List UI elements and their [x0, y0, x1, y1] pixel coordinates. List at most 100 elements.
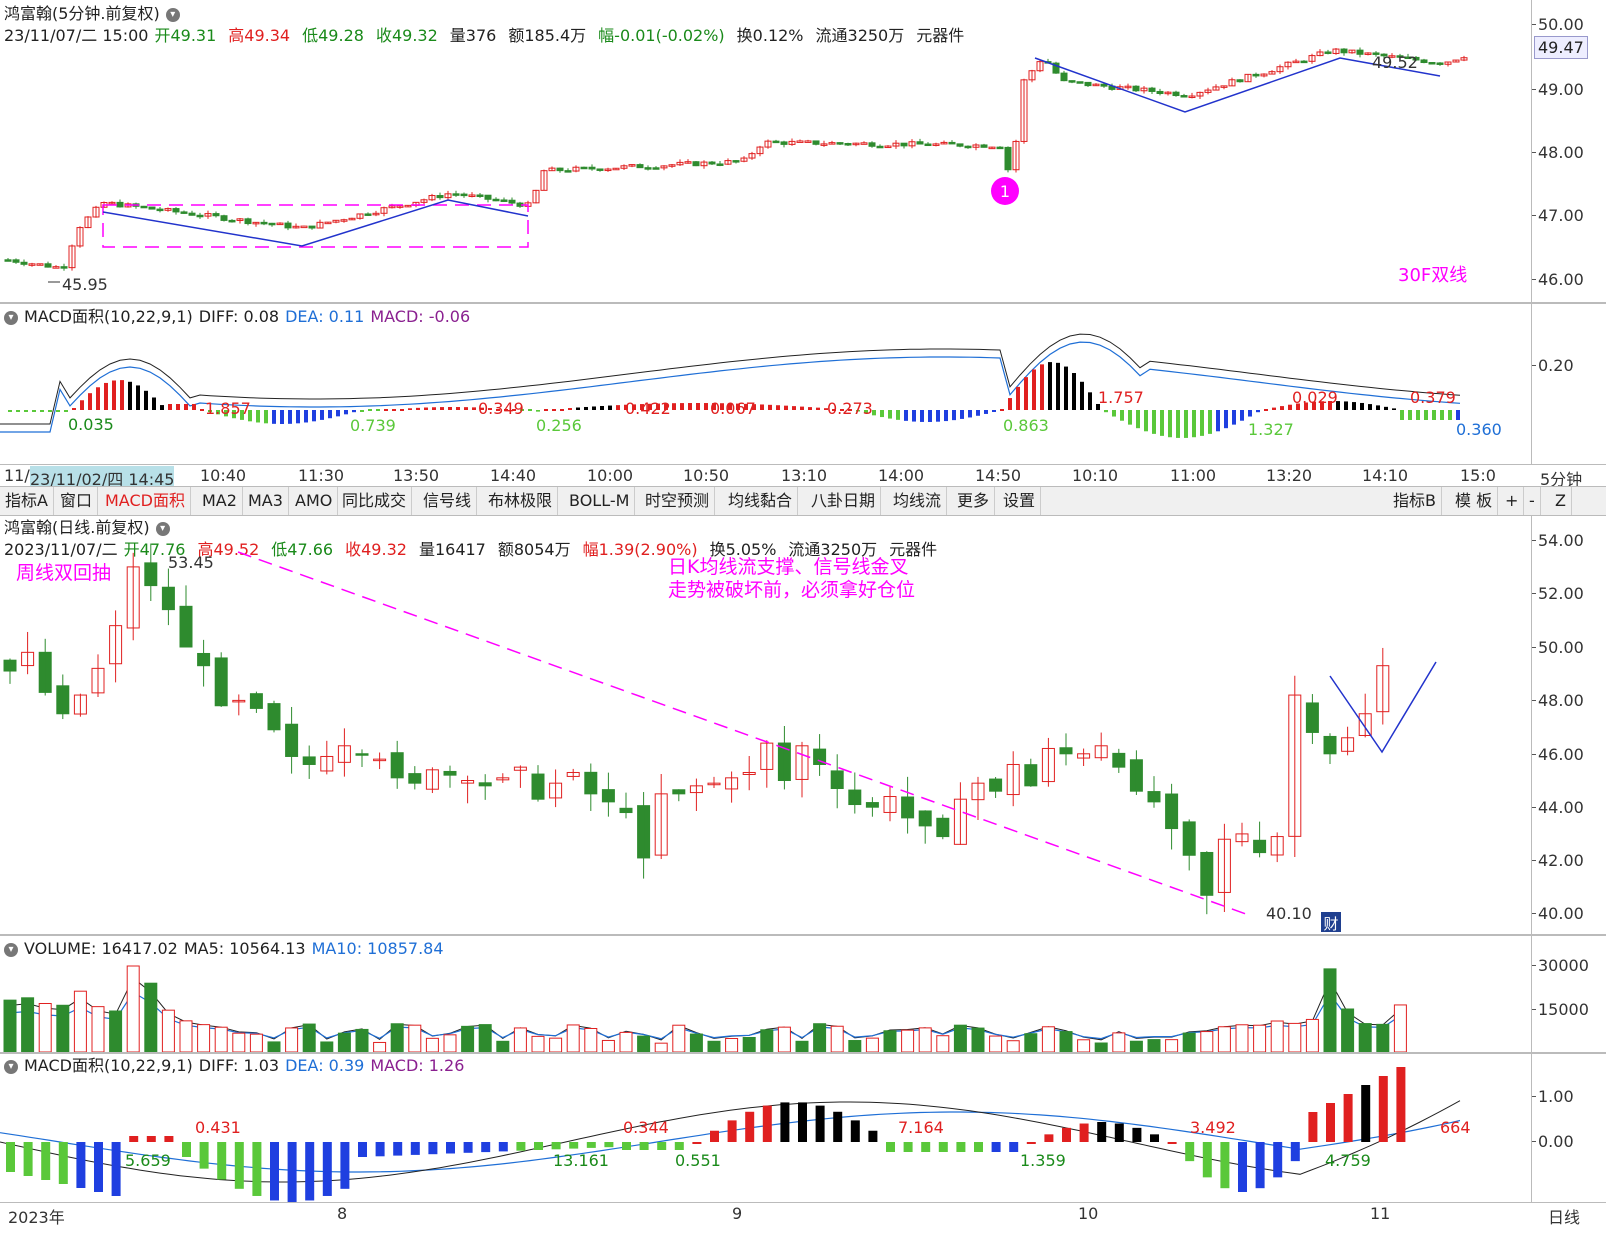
macd-bar	[856, 410, 860, 412]
macd-bar	[464, 407, 468, 410]
daily-chart-pane[interactable]: 鸿富翰(日线.前复权) ▾ 2023/11/07/二 开47.76 高49.52 低47…	[0, 516, 1530, 934]
open-label: 开	[123, 540, 140, 559]
volume-bar	[549, 1037, 563, 1052]
volume-bar	[1077, 1039, 1091, 1052]
macd-bar	[768, 404, 772, 410]
zoom-in-button[interactable]: +	[1500, 487, 1525, 515]
volume-bar	[1305, 1018, 1319, 1052]
zoom-reset-button[interactable]: Z	[1550, 487, 1572, 515]
amt-value: 185.4万	[524, 26, 587, 45]
macd-bar	[534, 1142, 543, 1150]
macd-bar	[736, 403, 740, 410]
volume-pane[interactable]: ▾ VOLUME: 16417.02 MA5: 10564.13 MA10: 1085…	[0, 936, 1530, 1052]
macd-bar	[1408, 410, 1412, 420]
marker-1	[991, 177, 1019, 205]
macd-bar	[1208, 410, 1212, 434]
volume-bar	[390, 1023, 404, 1052]
tab-ma3[interactable]: MA3	[243, 487, 289, 515]
tab-macd-area[interactable]: MACD面积	[100, 487, 191, 515]
note-line-2: 走势被破坏前，必须拿好仓位	[668, 579, 916, 601]
price-tick: 50.00	[1532, 638, 1584, 657]
period-label[interactable]: 日线	[1548, 1208, 1581, 1227]
tab-settings[interactable]: 设置	[998, 487, 1042, 515]
macd-bar	[272, 410, 276, 424]
volume-bar	[126, 965, 140, 1052]
tab-indicator-a[interactable]: 指标A	[0, 487, 54, 515]
volume-bar	[848, 1040, 862, 1052]
dropdown-icon[interactable]: ▾	[155, 521, 170, 536]
macd-bar	[1128, 410, 1132, 425]
tab-yoy-volume[interactable]: 同比成交	[337, 487, 413, 515]
macd-area-label: 0.256	[536, 416, 582, 435]
dropdown-icon[interactable]: ▾	[4, 310, 18, 325]
tab-signal-line[interactable]: 信号线	[418, 487, 478, 515]
volume-bar	[478, 1024, 492, 1052]
macd-bar	[16, 410, 20, 412]
macd-bar	[1272, 407, 1276, 410]
note-weekly: 周线双回抽	[16, 562, 112, 584]
amt-label: 额	[508, 26, 525, 45]
tab-template[interactable]: 模 板	[1450, 487, 1499, 515]
tab-boll-m[interactable]: BOLL-M	[564, 487, 636, 515]
macd-bar	[896, 410, 900, 420]
time-label: 11:30	[298, 466, 345, 485]
intraday-chart-pane[interactable]: 鸿富翰(5分钟.前复权) ▾ 23/11/07/二 15:00 开49.31 高49.…	[0, 0, 1530, 302]
price-tick: 50.00	[1532, 15, 1584, 34]
dropdown-icon[interactable]: ▾	[4, 942, 18, 957]
macd-bar	[472, 407, 476, 410]
amt-label: 额	[497, 540, 514, 559]
macd-bar	[312, 410, 316, 422]
tab-amo[interactable]: AMO	[290, 487, 339, 515]
dropdown-icon[interactable]: ▾	[4, 1059, 18, 1074]
macd-bar	[111, 1142, 121, 1196]
tab-more[interactable]: 更多	[952, 487, 996, 515]
tab-bagua-date[interactable]: 八卦日期	[806, 487, 882, 515]
downtrend-line	[237, 551, 1247, 915]
tab-time-forecast[interactable]: 时空预测	[640, 487, 716, 515]
volume-axis: 30000 15000	[1531, 936, 1606, 1052]
macd-bar	[938, 1142, 948, 1152]
volume-bar	[777, 1026, 791, 1052]
tab-indicator-b[interactable]: 指标B	[1388, 487, 1442, 515]
macd-bar	[1378, 1076, 1388, 1142]
macd-bar	[496, 409, 500, 411]
dropdown-icon[interactable]: ▾	[165, 7, 180, 22]
tab-window[interactable]: 窗口	[55, 487, 99, 515]
macd-bar	[1448, 410, 1452, 420]
macd-bar	[1343, 1094, 1353, 1142]
macd-bar	[1040, 364, 1044, 410]
period-label[interactable]: 5分钟	[1540, 470, 1583, 489]
macd-bar	[40, 410, 44, 412]
zoom-out-button[interactable]: -	[1524, 487, 1541, 515]
tab-ma-bond[interactable]: 均线黏合	[723, 487, 799, 515]
macd-bar	[1264, 409, 1268, 411]
tab-ma2[interactable]: MA2	[197, 487, 243, 515]
macd-title: MACD面积(10,22,9,1)	[24, 307, 193, 326]
daily-candles: 53.45 40.10 财	[3, 543, 1437, 933]
macd-bar	[480, 407, 484, 410]
macd-bar	[903, 1142, 913, 1152]
volume-bar	[285, 1027, 299, 1052]
volume-bar	[1024, 1033, 1038, 1052]
volume-bar	[232, 1032, 246, 1052]
volume-bar	[1112, 1032, 1126, 1052]
time-label: 11/	[4, 466, 30, 485]
volume-bar	[73, 990, 87, 1052]
macd-bar	[616, 405, 620, 410]
volume-bar	[1393, 1004, 1407, 1052]
tab-ma-flow[interactable]: 均线流	[888, 487, 948, 515]
macd-bar	[952, 410, 956, 421]
tab-boll-limit[interactable]: 布林极限	[483, 487, 559, 515]
macd-bar	[604, 1142, 614, 1148]
macd-bar	[424, 407, 428, 410]
macd-bar	[375, 1142, 385, 1157]
volume-bar	[619, 1031, 633, 1052]
volume-bar	[355, 1028, 369, 1052]
macd-bar	[1016, 386, 1020, 410]
vol-value: 376	[465, 26, 497, 45]
macd-bar	[798, 1102, 807, 1142]
daily-macd-pane[interactable]: ▾ MACD面积(10,22,9,1) DIFF: 1.03 DEA: 0.39 MAC…	[0, 1054, 1530, 1202]
macd-bar	[1248, 410, 1252, 417]
intraday-macd-pane[interactable]: ▾ MACD面积(10,22,9,1) DIFF: 0.08 DEA: 0.11 MAC…	[0, 304, 1530, 464]
fin-badge[interactable]	[1321, 912, 1341, 932]
